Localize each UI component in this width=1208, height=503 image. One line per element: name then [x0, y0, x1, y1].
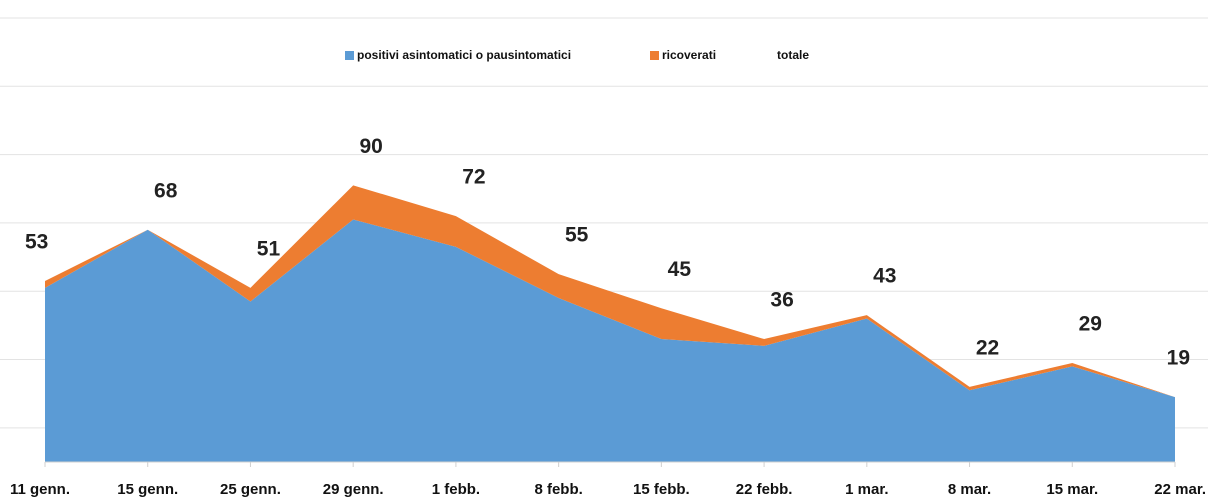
- data-label: 22: [976, 336, 999, 359]
- area: [45, 219, 1175, 462]
- data-label: 19: [1167, 347, 1190, 370]
- x-tick-label: 25 genn.: [220, 481, 281, 498]
- x-tick-label: 8 febb.: [534, 481, 582, 498]
- x-tick-label: 15 febb.: [633, 481, 690, 498]
- legend-swatch: [345, 51, 354, 60]
- x-tick-label: 1 mar.: [845, 481, 888, 498]
- x-tick-label: 29 genn.: [323, 481, 384, 498]
- data-label: 45: [668, 258, 692, 281]
- data-label: 51: [257, 237, 281, 260]
- legend-label: totale: [777, 48, 809, 62]
- data-label: 68: [154, 179, 178, 202]
- x-tick-label: 1 febb.: [432, 481, 480, 498]
- legend-label: ricoverati: [662, 48, 716, 62]
- legend-label: positivi asintomatici o pausintomatici: [357, 48, 571, 62]
- data-label: 36: [770, 289, 793, 312]
- x-tick-label: 22 febb.: [736, 481, 793, 498]
- x-tick-label: 22 mar.: [1154, 481, 1206, 498]
- x-tick-label: 15 mar.: [1046, 481, 1098, 498]
- x-tick-label: 8 mar.: [948, 481, 991, 498]
- legend-swatch: [650, 51, 659, 60]
- data-label: 53: [25, 231, 48, 254]
- data-label: 43: [873, 265, 896, 288]
- data-label: 29: [1079, 313, 1102, 336]
- data-label: 90: [360, 135, 383, 158]
- area: [45, 185, 1175, 398]
- data-label: 72: [462, 166, 485, 189]
- data-label: 55: [565, 224, 589, 247]
- x-tick-label: 15 genn.: [117, 481, 178, 498]
- x-tick-label: 11 genn.: [10, 481, 70, 498]
